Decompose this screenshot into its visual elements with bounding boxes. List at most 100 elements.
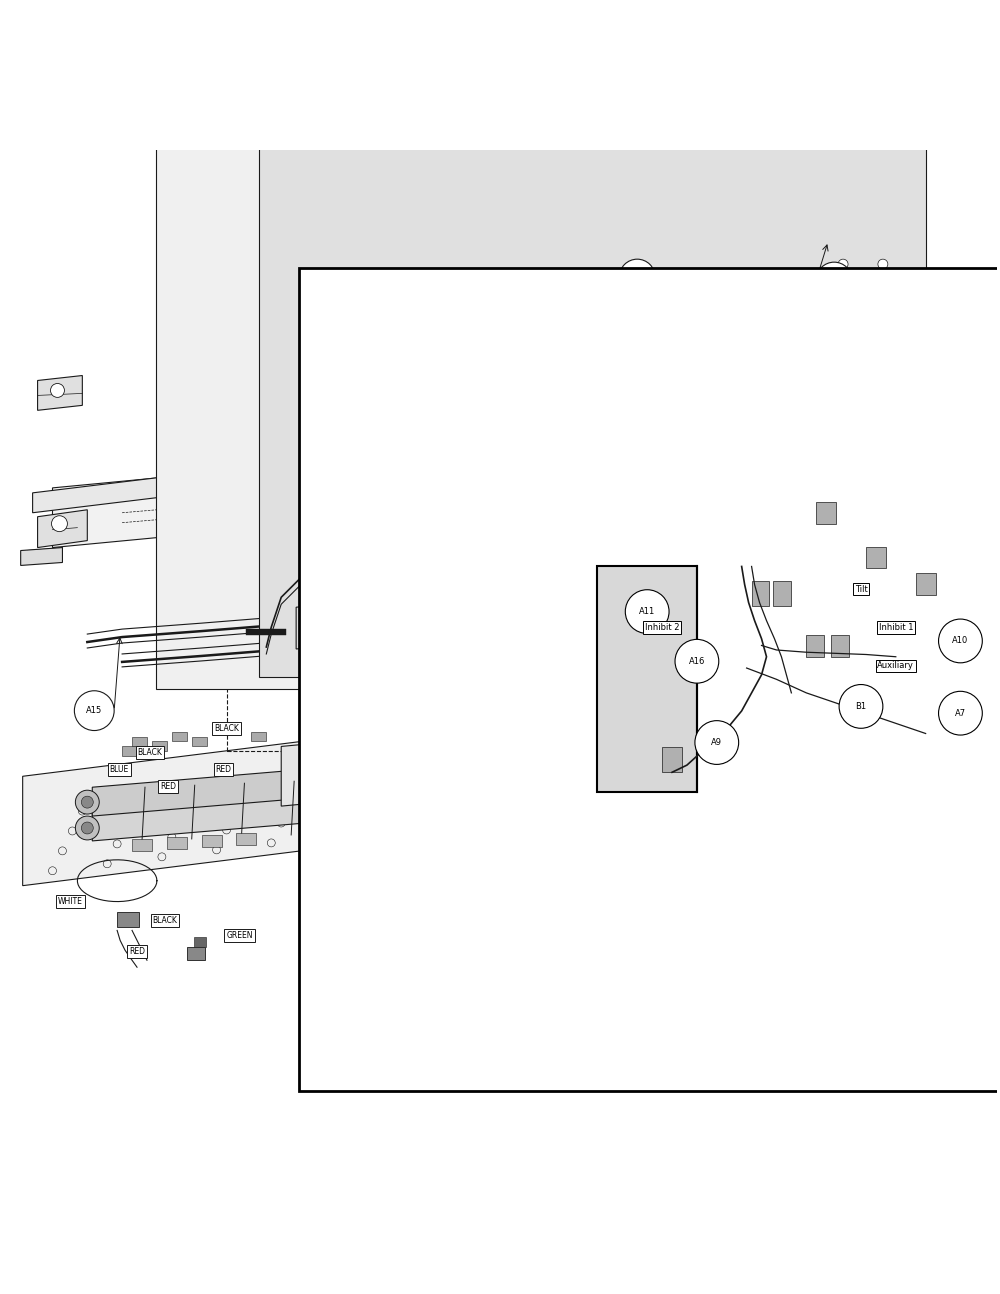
Polygon shape — [21, 547, 62, 565]
Bar — [415, 264, 455, 274]
FancyBboxPatch shape — [259, 0, 926, 677]
Bar — [689, 314, 707, 326]
Circle shape — [878, 294, 888, 304]
FancyBboxPatch shape — [156, 13, 807, 688]
Text: A5: A5 — [477, 302, 488, 311]
Bar — [172, 731, 187, 741]
Text: Inhibit 2: Inhibit 2 — [645, 622, 679, 631]
Text: B1: B1 — [855, 701, 867, 710]
Circle shape — [51, 383, 64, 397]
Polygon shape — [92, 766, 341, 817]
Bar — [251, 731, 266, 741]
Text: WHITE: WHITE — [58, 897, 83, 906]
Bar — [167, 837, 187, 849]
Circle shape — [317, 625, 325, 633]
Circle shape — [81, 822, 93, 833]
Text: A7: A7 — [955, 709, 966, 718]
Circle shape — [838, 329, 848, 339]
FancyBboxPatch shape — [299, 268, 1000, 1091]
Bar — [816, 502, 836, 524]
Text: A6: A6 — [492, 325, 504, 334]
Bar — [563, 304, 590, 344]
Bar — [294, 245, 318, 264]
Bar — [509, 317, 519, 329]
Bar — [689, 331, 707, 344]
Bar — [705, 334, 713, 342]
Text: A9: A9 — [711, 738, 722, 747]
Circle shape — [52, 516, 67, 532]
Text: A8: A8 — [428, 546, 439, 555]
Polygon shape — [53, 448, 470, 547]
Text: BLUE: BLUE — [110, 765, 129, 774]
Bar — [117, 911, 139, 928]
Circle shape — [556, 404, 591, 440]
Circle shape — [583, 294, 592, 304]
Bar — [132, 839, 152, 851]
Bar — [649, 292, 667, 304]
Text: A10: A10 — [952, 637, 969, 646]
Circle shape — [838, 259, 848, 269]
Text: A4: A4 — [502, 342, 513, 351]
Bar — [192, 736, 207, 747]
Bar — [614, 314, 636, 339]
Circle shape — [74, 691, 114, 731]
Text: A15: A15 — [86, 707, 102, 716]
Circle shape — [490, 327, 526, 364]
Bar — [597, 567, 697, 792]
Circle shape — [458, 379, 466, 387]
Circle shape — [450, 624, 486, 660]
Text: To Utility Tray: To Utility Tray — [517, 1000, 582, 1011]
Polygon shape — [296, 602, 346, 650]
Circle shape — [641, 274, 651, 283]
Text: BLACK: BLACK — [214, 725, 239, 732]
Bar — [122, 747, 137, 757]
Bar — [415, 237, 455, 246]
Circle shape — [663, 374, 703, 413]
Text: A7: A7 — [829, 276, 840, 285]
Circle shape — [393, 568, 428, 603]
Bar — [194, 937, 206, 947]
Circle shape — [497, 379, 505, 387]
Bar — [806, 635, 824, 657]
Bar — [132, 736, 147, 747]
Polygon shape — [33, 476, 172, 512]
Text: A9: A9 — [497, 682, 508, 691]
Bar — [705, 352, 713, 360]
Bar — [705, 405, 713, 413]
Text: BLACK: BLACK — [152, 916, 177, 925]
FancyBboxPatch shape — [823, 234, 918, 358]
Text: Auxiliary: Auxiliary — [877, 661, 914, 670]
Bar — [689, 404, 707, 415]
Text: A10: A10 — [675, 389, 691, 399]
Circle shape — [634, 272, 644, 281]
Polygon shape — [222, 254, 470, 528]
Text: Tilt: Tilt — [855, 585, 867, 594]
Circle shape — [415, 533, 451, 568]
Circle shape — [675, 639, 719, 683]
Text: BLACK: BLACK — [138, 748, 162, 757]
Circle shape — [878, 329, 888, 339]
Bar — [187, 947, 205, 960]
Bar — [286, 237, 326, 246]
Circle shape — [839, 685, 883, 729]
Bar — [705, 298, 713, 305]
Bar — [316, 594, 328, 604]
Bar — [152, 741, 167, 752]
Text: RED: RED — [129, 947, 145, 956]
Bar — [496, 987, 508, 998]
Circle shape — [816, 263, 852, 298]
Circle shape — [497, 314, 505, 322]
Bar — [773, 581, 791, 606]
Polygon shape — [38, 510, 87, 547]
Circle shape — [75, 791, 99, 814]
Bar — [705, 316, 713, 324]
Bar — [423, 245, 447, 264]
Bar — [509, 361, 519, 373]
Bar — [916, 573, 936, 595]
Text: A1: A1 — [462, 578, 473, 587]
Circle shape — [596, 327, 636, 366]
Bar — [624, 292, 642, 304]
Polygon shape — [281, 731, 440, 806]
Polygon shape — [38, 375, 82, 410]
Circle shape — [939, 691, 982, 735]
